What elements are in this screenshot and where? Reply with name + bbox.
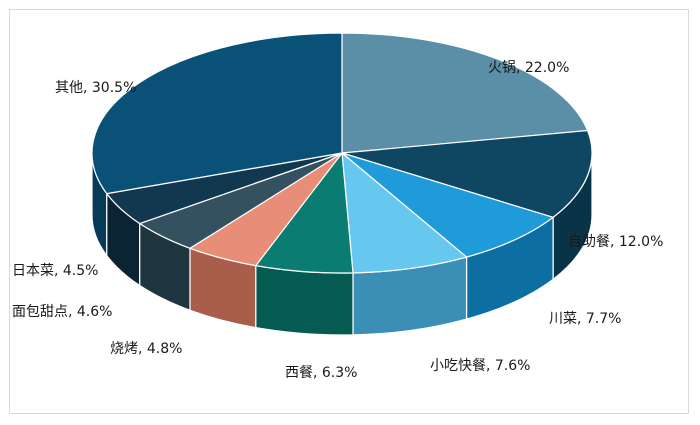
chart-frame [9, 9, 689, 414]
pie-slice-0 [341, 32, 589, 154]
pie-top-group [91, 32, 593, 274]
pie-side-4 [255, 264, 354, 336]
slice-label-2: 川菜, 7.7% [549, 311, 621, 327]
pie-slice-8 [91, 32, 343, 195]
slice-label-3: 小吃快餐, 7.6% [430, 358, 530, 374]
slice-label-1: 自助餐, 12.0% [568, 234, 663, 250]
pie-slice-1 [341, 129, 593, 218]
pie-slice-2 [341, 152, 555, 258]
slice-label-8: 其他, 30.5% [55, 80, 136, 96]
pie-side-group [91, 152, 593, 336]
slice-label-4: 西餐, 6.3% [285, 365, 357, 381]
slice-label-5: 烧烤, 4.8% [110, 341, 182, 357]
pie-slice-3 [341, 151, 468, 274]
slice-label-7: 日本菜, 4.5% [12, 263, 98, 279]
slice-label-0: 火锅, 22.0% [488, 60, 569, 76]
slice-label-6: 面包甜点, 4.6% [12, 304, 112, 320]
